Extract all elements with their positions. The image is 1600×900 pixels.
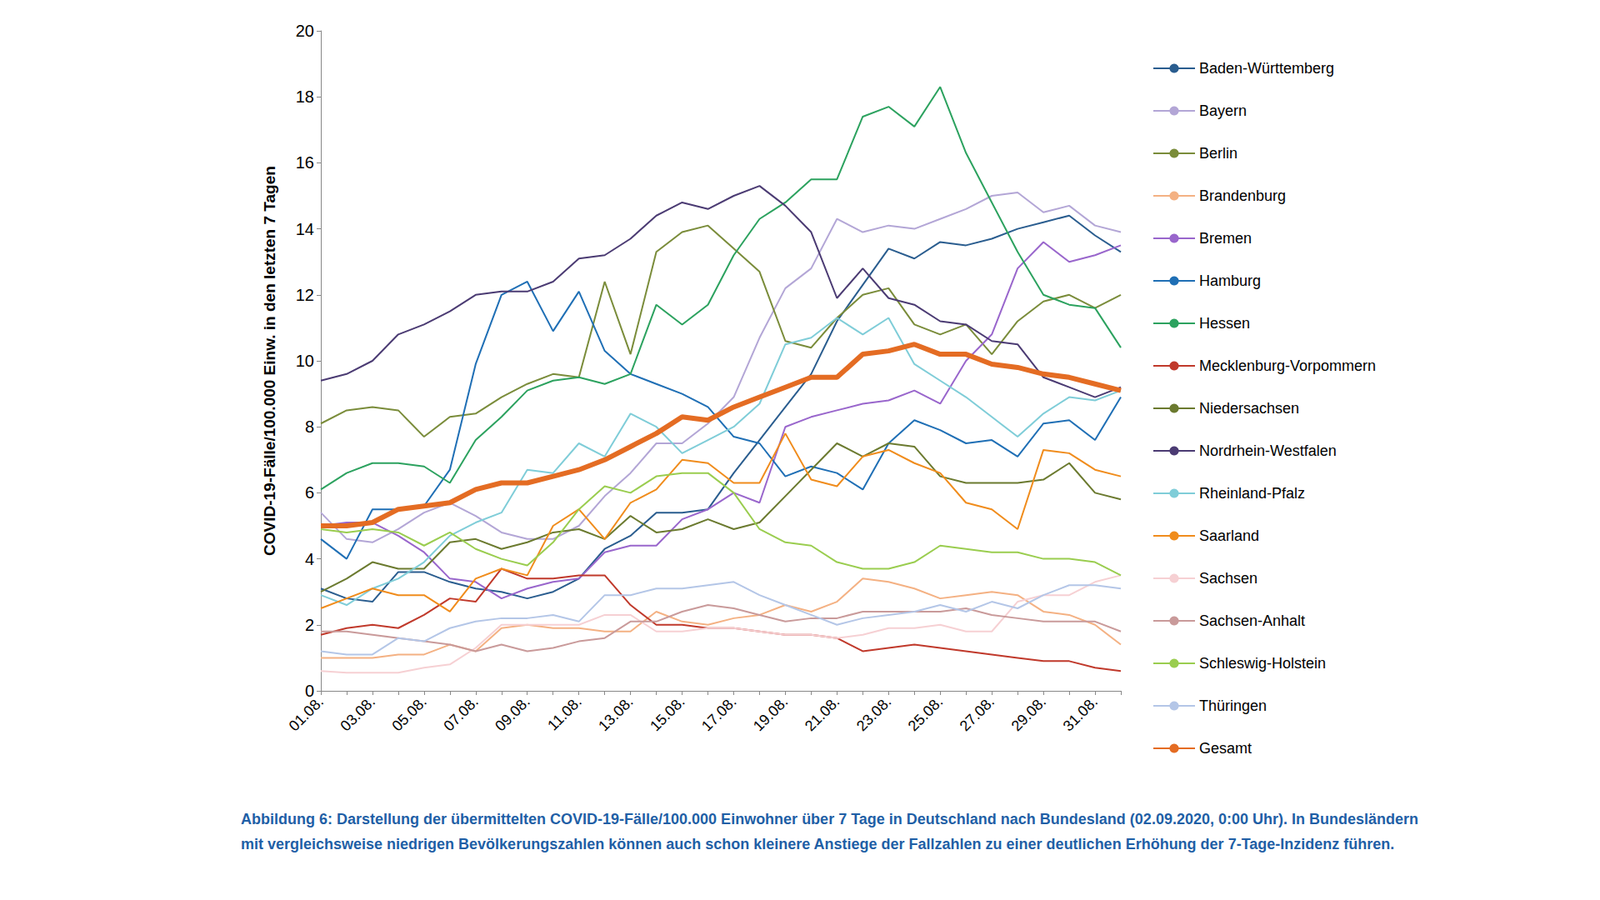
svg-text:Sachsen-Anhalt: Sachsen-Anhalt (1199, 612, 1305, 630)
svg-text:Brandenburg: Brandenburg (1199, 187, 1286, 205)
svg-text:10: 10 (295, 351, 315, 370)
svg-text:Bremen: Bremen (1199, 230, 1252, 247)
svg-text:09.08.: 09.08. (491, 693, 534, 735)
svg-text:Schleswig-Holstein: Schleswig-Holstein (1199, 655, 1326, 672)
svg-text:8: 8 (305, 417, 315, 436)
svg-text:Gesamt: Gesamt (1199, 740, 1252, 757)
svg-text:17.08.: 17.08. (698, 693, 740, 735)
svg-text:Sachsen: Sachsen (1199, 570, 1258, 587)
svg-text:Bayern: Bayern (1199, 102, 1247, 120)
svg-text:6: 6 (305, 483, 315, 502)
svg-text:13.08.: 13.08. (595, 693, 637, 735)
svg-text:19.08.: 19.08. (750, 693, 792, 735)
svg-text:01.08.: 01.08. (285, 693, 328, 735)
svg-text:15.08.: 15.08. (646, 693, 689, 735)
svg-text:20: 20 (295, 21, 315, 40)
svg-text:COVID-19-Fälle/100.000 Einw. i: COVID-19-Fälle/100.000 Einw. in den letz… (260, 165, 279, 556)
svg-text:0: 0 (304, 681, 315, 700)
svg-text:Berlin: Berlin (1199, 145, 1238, 162)
svg-text:Baden-Württemberg: Baden-Württemberg (1199, 60, 1335, 77)
svg-text:Saarland: Saarland (1199, 527, 1260, 545)
svg-text:31.08.: 31.08. (1060, 693, 1102, 735)
svg-text:Mecklenburg-Vorpommern: Mecklenburg-Vorpommern (1199, 357, 1376, 375)
svg-text:14: 14 (295, 220, 315, 239)
svg-text:Thüringen: Thüringen (1199, 697, 1267, 715)
svg-text:03.08.: 03.08. (336, 693, 379, 735)
svg-text:29.08.: 29.08. (1008, 693, 1050, 735)
svg-text:Hessen: Hessen (1199, 315, 1250, 332)
html-text:Abbildung 6: Darstellung der ü: Abbildung 6: Darstellung der übermittelt… (240, 810, 1419, 853)
svg-text:Nordrhein-Westfalen: Nordrhein-Westfalen (1199, 442, 1337, 460)
svg-text:12: 12 (295, 285, 315, 305)
svg-text:Hamburg: Hamburg (1199, 272, 1261, 290)
svg-text:05.08.: 05.08. (388, 693, 430, 735)
svg-text:21.08.: 21.08. (801, 693, 844, 735)
svg-text:Niedersachsen: Niedersachsen (1199, 400, 1300, 417)
svg-text:11.08.: 11.08. (544, 693, 585, 735)
svg-text:23.08.: 23.08. (853, 693, 895, 735)
svg-text:16: 16 (295, 153, 315, 172)
svg-text:2: 2 (305, 615, 315, 635)
svg-text:25.08.: 25.08. (905, 693, 947, 735)
svg-text:07.08.: 07.08. (440, 693, 482, 735)
svg-text:27.08.: 27.08. (956, 693, 999, 735)
svg-text:4: 4 (305, 550, 315, 569)
svg-text:18: 18 (295, 87, 315, 106)
svg-text:Rheinland-Pfalz: Rheinland-Pfalz (1199, 485, 1305, 502)
